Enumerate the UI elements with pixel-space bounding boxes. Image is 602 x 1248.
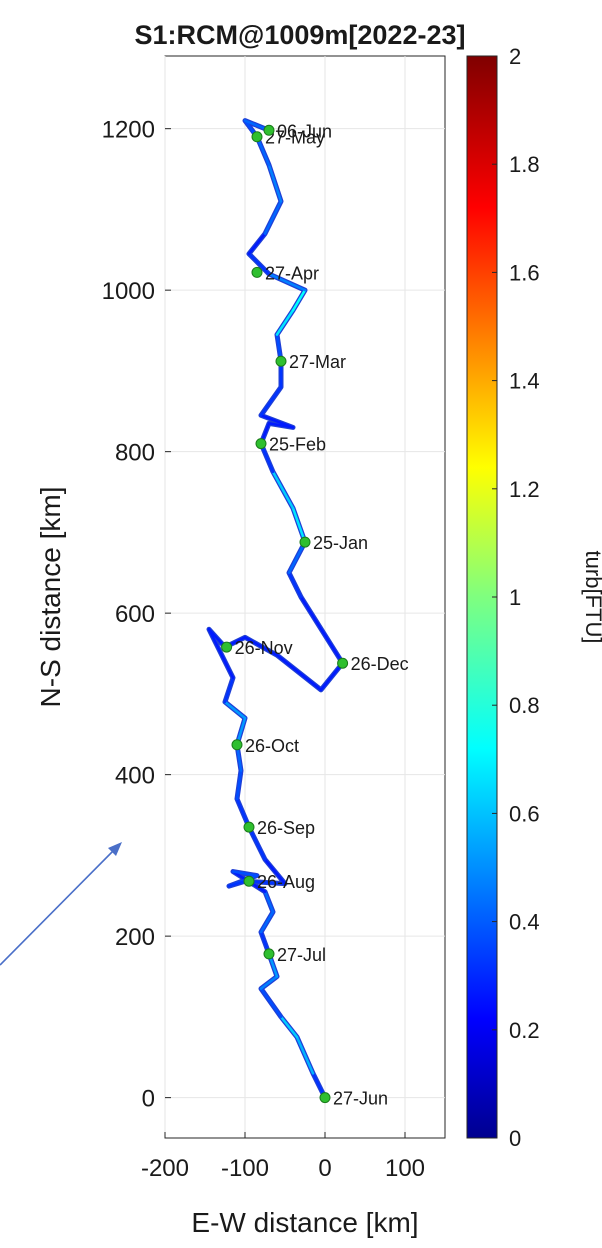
date-label: 27-May [265, 128, 325, 148]
colorbar-tick-label: 0.2 [509, 1018, 540, 1043]
track-segment [263, 200, 283, 235]
track-segment [247, 252, 271, 276]
track-segment [279, 1015, 299, 1039]
date-label: 25-Feb [269, 435, 326, 455]
y-tick-label: 1000 [102, 278, 155, 305]
track-segment [259, 975, 279, 990]
date-marker [263, 948, 275, 960]
track-segment [287, 540, 307, 575]
date-marker [319, 1092, 331, 1104]
x-ticks: -200 -100 0 100 [141, 1132, 425, 1182]
colorbar-tick-label: 0 [509, 1126, 521, 1151]
date-marker [243, 875, 255, 887]
track-segment [275, 309, 295, 336]
colorbar-tick-label: 0.4 [509, 910, 540, 935]
date-marker [243, 821, 255, 833]
track-segment [267, 272, 307, 292]
date-label: 26-Oct [245, 736, 299, 756]
track-segment [259, 910, 275, 934]
track-segment [263, 890, 275, 914]
x-axis-label: E-W distance [km] [191, 1207, 418, 1238]
date-label: 27-Mar [289, 352, 346, 372]
track-segment [275, 653, 323, 692]
track-segment [243, 636, 279, 657]
track-segment [207, 628, 235, 679]
y-ticks: 0 200 400 600 800 1000 1200 [102, 117, 171, 1113]
track-segment [223, 676, 235, 704]
y-tick-label: 600 [115, 601, 155, 628]
colorbar-tick-label: 0.6 [509, 801, 540, 826]
date-label: 06-Jun [277, 121, 332, 141]
colorbar-label: turb[FTU] [581, 551, 602, 644]
date-label: 26-Aug [257, 872, 315, 892]
track-segment [259, 987, 283, 1019]
track-segment [287, 571, 303, 599]
grid [164, 56, 445, 1138]
date-marker [263, 124, 275, 136]
track-segment [267, 163, 283, 203]
date-marker [251, 266, 263, 278]
track-segment [295, 1035, 315, 1075]
chart-title: S1:RCM@1009m[2022-23] [135, 20, 466, 50]
date-label: 27-Apr [265, 263, 319, 283]
x-tick-label: 0 [318, 1155, 331, 1182]
track-segment [319, 661, 344, 692]
date-markers: 27-Jun 27-Jul 26-Aug 26-Sep 26-Oct 26-Nov 26-D… [221, 121, 409, 1109]
plot-frame [164, 55, 446, 1139]
y-tick-label: 0 [142, 1086, 155, 1113]
x-tick-label: 100 [385, 1155, 425, 1182]
track-segment [247, 232, 267, 256]
date-marker [251, 131, 263, 143]
colorbar-tick-label: 1 [509, 585, 521, 610]
date-label: 27-Jul [277, 945, 326, 965]
colorbar-ticks: 0 0.2 0.4 0.6 0.8 1 1.2 1.4 1.6 1.8 2 [492, 44, 540, 1151]
track-segment [247, 825, 267, 861]
date-marker [337, 657, 349, 669]
colorbar-tick-label: 0.8 [509, 693, 540, 718]
track-segment [291, 506, 307, 544]
y-tick-label: 1200 [102, 117, 155, 144]
track-segment [299, 595, 344, 665]
date-label: 25-Jan [313, 533, 368, 553]
track-segment [263, 858, 287, 885]
date-label: 26-Sep [257, 818, 315, 838]
x-tick-label: -200 [141, 1155, 189, 1182]
track-segment [259, 414, 295, 429]
date-label: 26-Nov [235, 638, 293, 658]
date-marker [231, 739, 243, 751]
track-segment [259, 385, 283, 417]
date-label: 27-Jun [333, 1089, 388, 1109]
annotation-arrow [0, 842, 122, 966]
y-tick-label: 200 [115, 924, 155, 951]
track-segment [223, 700, 247, 720]
track-segment [271, 470, 295, 510]
y-tick-label: 800 [115, 440, 155, 467]
date-label: 26-Dec [351, 654, 409, 674]
track-segment [231, 870, 259, 877]
track-segment [291, 288, 307, 312]
colorbar-tick-label: 1.4 [509, 369, 540, 394]
colorbar-tick-label: 1.8 [509, 152, 540, 177]
colorbar-tick-label: 1.6 [509, 260, 540, 285]
date-marker [221, 641, 233, 653]
y-axis-label: N-S distance [km] [35, 487, 66, 708]
colorbar-tick-label: 2 [509, 44, 521, 69]
track-segment [227, 879, 247, 888]
colorbar: 0 0.2 0.4 0.6 0.8 1 1.2 1.4 1.6 1.8 2 turb[FTU] [466, 44, 602, 1151]
plot-area: 27-Jun 27-Jul 26-Aug 26-Sep 26-Oct 26-Nov 26-D… [102, 55, 446, 1182]
y-tick-label: 400 [115, 763, 155, 790]
date-marker [299, 536, 311, 548]
track-segment [235, 769, 243, 801]
colorbar-tick-label: 1.2 [509, 477, 540, 502]
x-tick-label: -100 [221, 1155, 269, 1182]
date-marker [275, 355, 287, 367]
date-marker [255, 438, 267, 450]
